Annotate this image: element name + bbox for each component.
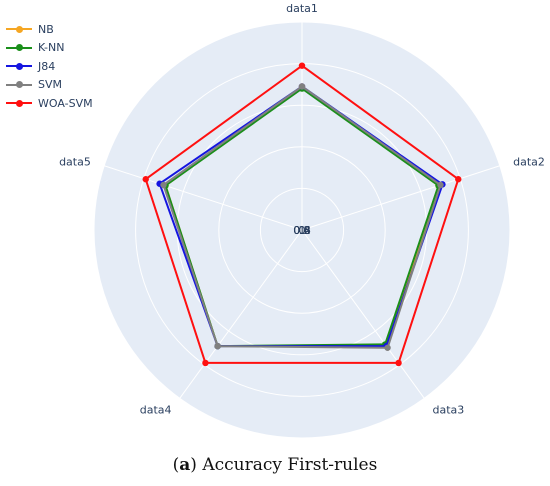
data-point-svm [160, 181, 167, 189]
legend-swatch-marker [16, 25, 23, 33]
data-point-woa-svm [202, 359, 209, 367]
legend-item[interactable]: WOA-SVM [6, 94, 93, 113]
legend: NB K-NN J84 SVM WOA-SVM [6, 20, 93, 113]
axis-label-data1: data1 [286, 2, 318, 15]
radial-tick-label: 0.8 [293, 224, 311, 237]
axis-label-data5: data5 [59, 155, 91, 168]
radar-plot-area: 00.20.40.60.81 data1 data2 data3 data4 data5 [59, 2, 545, 439]
data-point-svm [437, 181, 444, 189]
series-line-woa-svm [144, 64, 460, 364]
legend-label: WOA-SVM [38, 96, 93, 110]
data-point-woa-svm [298, 62, 306, 69]
data-point-woa-svm [142, 176, 149, 183]
legend-swatch-marker [16, 62, 23, 70]
data-point-woa-svm [395, 359, 402, 367]
legend-swatch [6, 43, 32, 53]
data-point-svm [384, 344, 391, 351]
legend-item[interactable]: SVM [6, 76, 93, 95]
figure-caption: (a) Accuracy First-rules [0, 455, 550, 475]
legend-item[interactable]: J84 [6, 57, 93, 76]
radar-chart: 0 0.2 0.4 0.6 0.8 1 data1 data2 data3 data4 data5 [59, 2, 545, 439]
axis-spoke [301, 229, 425, 399]
data-point-svm [298, 83, 306, 90]
axis-label-data2: data2 [513, 155, 545, 168]
legend-label: K-NN [38, 41, 65, 55]
series-line-svm [162, 85, 442, 349]
axis-spoke [104, 165, 303, 231]
radial-tick-label: 1 [299, 224, 306, 237]
legend-item[interactable]: NB [6, 20, 93, 39]
legend-swatch-marker [16, 81, 23, 89]
axis-spoke [179, 229, 303, 399]
data-point-svm [214, 342, 221, 350]
legend-swatch-marker [16, 99, 23, 107]
legend-swatch [6, 80, 32, 90]
legend-label: NB [38, 22, 54, 36]
legend-label: J84 [38, 59, 56, 73]
radial-tick-label: 0.6 [293, 224, 311, 237]
radial-tick-label: 0 [299, 224, 306, 237]
caption-text: ) Accuracy First-rules [190, 455, 378, 475]
radial-tick-label: 0.2 [293, 224, 311, 237]
legend-swatch [6, 61, 32, 71]
legend-label: SVM [38, 78, 62, 92]
caption-prefix: ( [172, 455, 180, 475]
data-point-woa-svm [455, 176, 462, 183]
legend-swatch [6, 98, 32, 108]
axis-label-data4: data4 [140, 404, 172, 417]
axis-label-data3: data3 [432, 404, 464, 417]
axis-spoke [301, 165, 500, 231]
caption-label: a [179, 455, 191, 475]
legend-item[interactable]: K-NN [6, 39, 93, 58]
legend-swatch-marker [16, 44, 23, 52]
radial-tick-label: 0.4 [293, 224, 311, 237]
legend-swatch [6, 24, 32, 34]
